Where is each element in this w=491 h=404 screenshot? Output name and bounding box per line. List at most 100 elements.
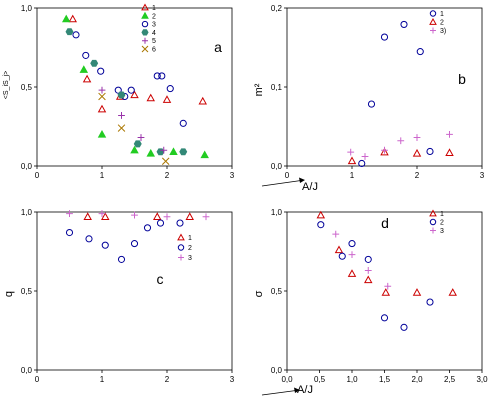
y-tick-label: 0,0 — [271, 162, 283, 171]
data-point — [381, 288, 391, 296]
legend-marker — [429, 10, 437, 17]
x-tick-label: 2 — [415, 171, 420, 180]
legend-marker — [178, 254, 184, 261]
data-point — [72, 31, 80, 39]
data-point — [117, 124, 126, 132]
legend-marker — [141, 45, 149, 53]
data-point — [380, 314, 389, 322]
y-tick-label: 0,0 — [21, 162, 33, 171]
legend-marker — [429, 17, 437, 25]
data-point — [143, 224, 152, 232]
legend-label: 6 — [152, 47, 156, 54]
x-tick-label: 2,5 — [444, 375, 456, 384]
legend-label: 2 — [188, 245, 192, 252]
data-point — [127, 86, 135, 94]
data-point — [130, 90, 139, 99]
data-point — [446, 131, 453, 138]
y-tick-label: 0,0 — [271, 366, 283, 375]
legend-label: 1 — [152, 5, 156, 12]
x-tick-label: 2 — [165, 171, 170, 180]
x-tick-label: 1 — [100, 375, 105, 384]
legend-label: 2 — [440, 220, 444, 227]
legend-label: 1 — [188, 235, 192, 242]
data-point — [97, 67, 105, 75]
data-point — [153, 72, 161, 80]
data-point — [413, 134, 421, 141]
legend-marker — [177, 233, 185, 241]
legend-marker — [430, 227, 436, 234]
data-point — [166, 85, 174, 93]
x-tick-label: 3 — [480, 171, 485, 180]
y-tick-label: 0,1 — [271, 83, 283, 92]
panel-letter: a — [214, 39, 222, 55]
data-point — [66, 210, 73, 217]
x-axis-arrow-head — [294, 387, 300, 393]
y-tick-label: 0,5 — [21, 83, 33, 92]
data-point — [117, 91, 126, 99]
x-tick-label: 1 — [350, 171, 355, 180]
legend-marker — [141, 29, 149, 36]
data-point — [130, 145, 139, 154]
legend-marker — [142, 37, 148, 44]
data-point — [133, 140, 142, 148]
legend-marker — [177, 244, 185, 251]
data-point — [316, 210, 326, 219]
y-tick-label: 0,5 — [21, 287, 33, 296]
data-point — [117, 255, 126, 263]
x-tick-label: 0 — [35, 375, 40, 384]
data-point — [161, 157, 170, 166]
x-tick-label: 3 — [230, 171, 235, 180]
data-point — [200, 150, 209, 159]
data-point — [83, 212, 92, 220]
legend-label: 3 — [188, 255, 192, 262]
data-point — [347, 269, 357, 277]
panel-c: 0 1 2 3 0,0 0,5 1,0 q c 1 2 3 — [3, 208, 235, 384]
panel-d: 0,0 0,5 1,0 1,5 2,0 2,5 3,0 0,0 0,5 1,0 σ A/J d 1 23 — [253, 208, 488, 396]
data-point — [160, 146, 168, 154]
data-point — [448, 288, 457, 296]
x-axis-arrow-line — [261, 390, 297, 396]
legend-label: 1 — [440, 211, 444, 218]
data-point — [348, 251, 356, 259]
data-point — [90, 59, 99, 67]
data-point — [162, 95, 172, 103]
plot-frame — [286, 7, 483, 167]
data-point — [82, 51, 90, 59]
legend-label: 3 — [152, 22, 156, 29]
y-tick-label: 1,0 — [21, 4, 33, 13]
x-tick-label: 1,0 — [346, 375, 358, 384]
data-point — [118, 112, 125, 119]
x-axis-label: A/J — [302, 181, 318, 193]
data-point — [202, 213, 210, 221]
y-axis-label: q — [3, 291, 15, 297]
x-tick-label: 0 — [35, 171, 40, 180]
data-point — [426, 147, 434, 156]
panel-letter: c — [157, 271, 164, 287]
data-point — [137, 134, 145, 141]
data-point — [146, 148, 155, 157]
data-point — [198, 96, 207, 105]
y-axis-label: <S_iS_j> — [3, 71, 10, 99]
data-point — [364, 275, 373, 284]
data-point — [348, 240, 356, 248]
y-tick-label: 1,0 — [21, 208, 33, 217]
data-point — [98, 210, 106, 217]
data-point — [97, 129, 107, 138]
data-point — [163, 213, 171, 221]
data-point — [412, 288, 422, 296]
data-point — [158, 72, 166, 80]
data-point — [79, 65, 89, 73]
x-tick-label: 3,0 — [476, 375, 488, 384]
data-point — [338, 252, 346, 260]
data-point — [397, 137, 405, 145]
data-point — [334, 245, 344, 254]
legend-marker — [430, 27, 436, 34]
y-tick-label: 1,0 — [271, 208, 283, 217]
data-point — [65, 228, 74, 237]
legend-label: 1 — [440, 11, 444, 18]
legend-label: 2 — [440, 20, 444, 27]
y-tick-label: 0,0 — [21, 366, 33, 375]
y-tick-label: 0,5 — [271, 287, 283, 296]
